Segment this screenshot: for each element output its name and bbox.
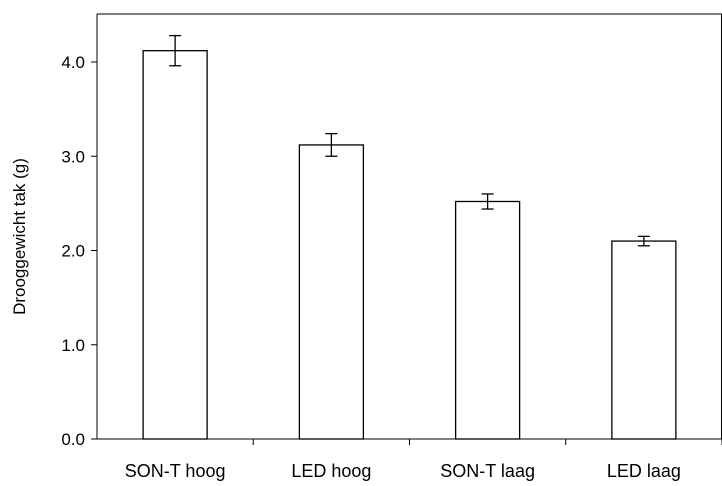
x-category-label: LED laag <box>607 461 681 481</box>
y-tick-label: 4.0 <box>61 53 85 72</box>
x-category-label: SON-T hoog <box>125 461 226 481</box>
x-axis-ticks: SON-T hoog LED hoog SON-T laag LED laag <box>125 439 722 481</box>
x-category-label: LED hoog <box>291 461 371 481</box>
bar <box>611 240 677 440</box>
y-axis-ticks: 0.0 1.0 2.0 3.0 4.0 <box>61 53 97 449</box>
bar <box>454 200 521 440</box>
y-tick-label: 0.0 <box>61 430 85 449</box>
y-tick-label: 3.0 <box>61 147 85 166</box>
error-bar-group <box>169 34 650 247</box>
y-tick-label: 2.0 <box>61 242 85 261</box>
bar-group <box>142 50 677 440</box>
bar <box>142 50 208 440</box>
y-axis-title: Drooggewicht tak (g) <box>10 158 29 315</box>
bar <box>298 144 365 440</box>
x-category-label: SON-T laag <box>440 461 535 481</box>
y-tick-label: 1.0 <box>61 336 85 355</box>
